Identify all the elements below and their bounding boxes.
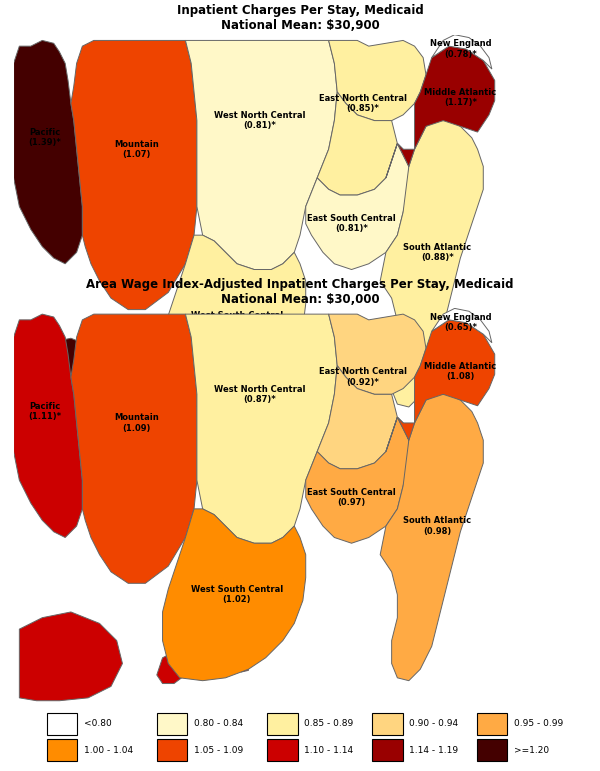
Polygon shape — [329, 40, 426, 120]
Polygon shape — [397, 46, 495, 167]
Title: Area Wage Index-Adjusted Inpatient Charges Per Stay, Medicaid
National Mean: $30: Area Wage Index-Adjusted Inpatient Charg… — [86, 278, 514, 306]
Polygon shape — [157, 379, 185, 410]
Bar — [47, 712, 77, 735]
Polygon shape — [240, 387, 248, 399]
Bar — [372, 739, 403, 762]
Text: South Atlantic
(0.98): South Atlantic (0.98) — [403, 517, 472, 536]
Bar — [477, 739, 508, 762]
Polygon shape — [163, 235, 306, 407]
Text: >=1.20: >=1.20 — [514, 746, 549, 755]
Polygon shape — [240, 661, 248, 672]
Bar — [268, 739, 298, 762]
Text: 1.14 - 1.19: 1.14 - 1.19 — [409, 746, 458, 755]
Text: West South Central
(0.89)*: West South Central (0.89)* — [191, 311, 283, 331]
Text: Mountain
(1.07): Mountain (1.07) — [115, 140, 159, 159]
Polygon shape — [163, 509, 306, 681]
Bar — [47, 739, 77, 762]
Polygon shape — [432, 35, 492, 69]
Bar — [268, 712, 298, 735]
Text: West North Central
(0.87)*: West North Central (0.87)* — [214, 385, 305, 404]
Text: 0.90 - 0.94: 0.90 - 0.94 — [409, 719, 458, 729]
Text: South Atlantic
(0.88)*: South Atlantic (0.88)* — [403, 243, 472, 262]
Polygon shape — [19, 338, 122, 427]
Text: Pacific
(1.39)*: Pacific (1.39)* — [29, 128, 62, 147]
Text: East North Central
(0.92)*: East North Central (0.92)* — [319, 368, 407, 387]
Polygon shape — [306, 143, 409, 270]
Polygon shape — [197, 384, 211, 401]
Polygon shape — [329, 314, 426, 394]
Polygon shape — [185, 314, 337, 544]
Polygon shape — [380, 120, 483, 407]
Text: West North Central
(0.81)*: West North Central (0.81)* — [214, 111, 305, 130]
Polygon shape — [220, 384, 231, 401]
Polygon shape — [14, 314, 82, 537]
Text: Mountain
(1.09): Mountain (1.09) — [115, 413, 159, 433]
Text: 0.95 - 0.99: 0.95 - 0.99 — [514, 719, 563, 729]
Text: 1.05 - 1.09: 1.05 - 1.09 — [194, 746, 243, 755]
Text: 0.85 - 0.89: 0.85 - 0.89 — [304, 719, 353, 729]
Polygon shape — [220, 658, 231, 675]
Polygon shape — [197, 658, 211, 675]
Title: Inpatient Charges Per Stay, Medicaid
National Mean: $30,900: Inpatient Charges Per Stay, Medicaid Nat… — [176, 4, 424, 32]
Text: Pacific
(1.11)*: Pacific (1.11)* — [29, 402, 62, 421]
Text: 0.80 - 0.84: 0.80 - 0.84 — [194, 719, 243, 729]
Text: East North Central
(0.85)*: East North Central (0.85)* — [319, 94, 407, 113]
Text: East South Central
(0.81)*: East South Central (0.81)* — [307, 214, 396, 234]
Polygon shape — [71, 314, 197, 584]
Polygon shape — [380, 394, 483, 681]
Polygon shape — [306, 417, 409, 544]
Polygon shape — [14, 40, 82, 264]
Text: West South Central
(1.02): West South Central (1.02) — [191, 585, 283, 604]
Polygon shape — [317, 365, 397, 469]
Text: New England
(0.65)*: New England (0.65)* — [430, 313, 491, 332]
Bar — [157, 739, 187, 762]
Polygon shape — [71, 40, 197, 310]
Text: 1.00 - 1.04: 1.00 - 1.04 — [83, 746, 133, 755]
Text: Middle Atlantic
(1.17)*: Middle Atlantic (1.17)* — [424, 88, 496, 107]
Text: Middle Atlantic
(1.08): Middle Atlantic (1.08) — [424, 362, 496, 381]
Polygon shape — [317, 92, 397, 195]
Text: 1.10 - 1.14: 1.10 - 1.14 — [304, 746, 353, 755]
Text: New England
(0.78)*: New England (0.78)* — [430, 39, 491, 59]
Bar — [477, 712, 508, 735]
Bar — [157, 712, 187, 735]
Polygon shape — [397, 320, 495, 440]
Polygon shape — [19, 612, 122, 701]
Polygon shape — [157, 652, 185, 684]
Text: <0.80: <0.80 — [83, 719, 111, 729]
Polygon shape — [185, 40, 337, 270]
Polygon shape — [432, 308, 492, 343]
Text: East South Central
(0.97): East South Central (0.97) — [307, 488, 396, 507]
Bar — [372, 712, 403, 735]
